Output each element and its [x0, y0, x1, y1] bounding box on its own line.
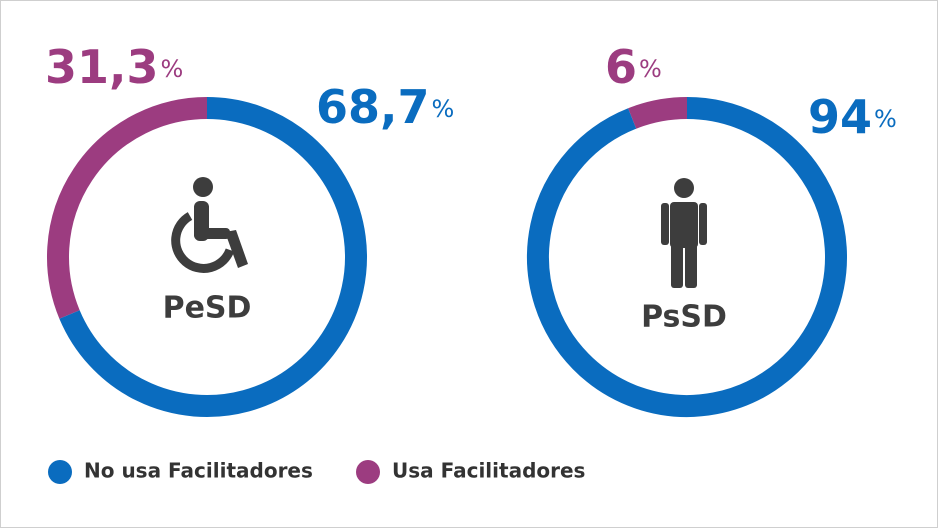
- legend-swatch: [356, 460, 380, 484]
- chart-title: PeSD: [163, 291, 252, 326]
- value-label: 31,3%: [45, 40, 183, 94]
- value-text: 6: [605, 40, 637, 94]
- legend-label: No usa Facilitadores: [84, 459, 313, 483]
- unit: %: [432, 95, 455, 123]
- unit: %: [161, 55, 184, 83]
- donut-segment: [59, 97, 367, 417]
- value-label: 6%: [605, 40, 662, 94]
- value-text: 31,3: [45, 40, 159, 94]
- value-text: 94: [808, 90, 872, 144]
- unit: %: [639, 55, 662, 83]
- donut-segment: [47, 97, 208, 319]
- legend-swatch: [48, 460, 72, 484]
- legend-label: Usa Facilitadores: [392, 459, 585, 483]
- value-label: 94%: [808, 90, 897, 144]
- value-label: 68,7%: [316, 80, 454, 134]
- unit: %: [874, 105, 897, 133]
- wheelchair-icon: [171, 177, 248, 273]
- value-text: 68,7: [316, 80, 430, 134]
- chart-title: PsSD: [641, 300, 727, 335]
- donut-segment: [527, 97, 847, 417]
- person-icon: [661, 178, 707, 288]
- donut-segment: [628, 97, 688, 129]
